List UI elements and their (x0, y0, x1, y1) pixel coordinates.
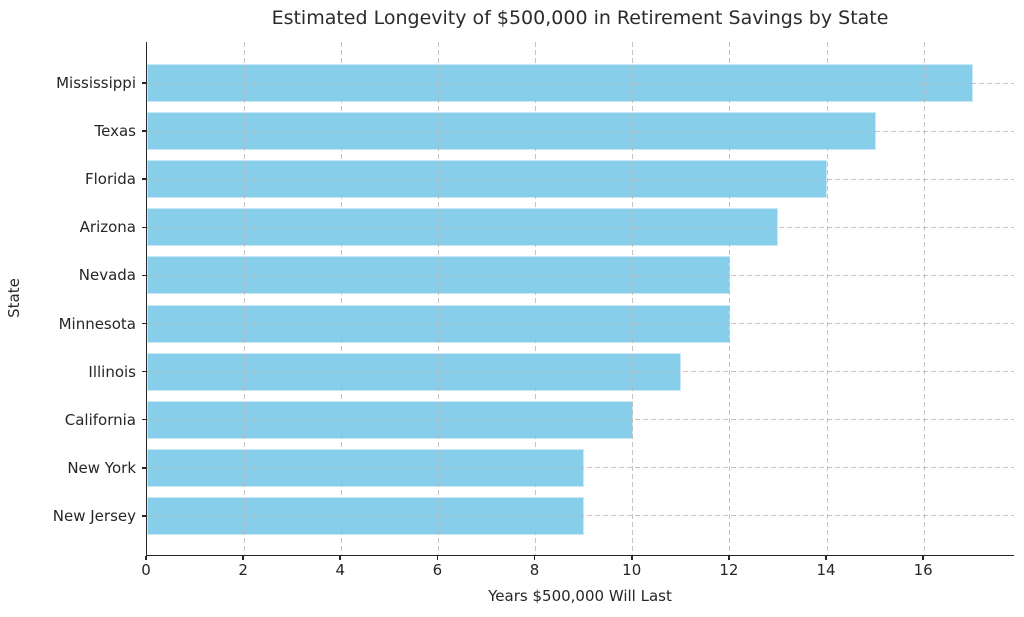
y-tick-label-mississippi: Mississippi (56, 74, 136, 92)
x-tick-mark-2 (242, 556, 244, 560)
x-tick-mark-14 (825, 556, 827, 560)
v-gridline-16 (923, 42, 925, 555)
v-gridline-14 (826, 42, 828, 555)
x-tick-mark-12 (728, 556, 730, 560)
x-tick-label-16: 16 (913, 561, 933, 579)
h-gridline-texas (147, 130, 1014, 132)
x-tick-label-14: 14 (816, 561, 836, 579)
y-tick-label-arizona: Arizona (79, 218, 136, 237)
x-tick-label-10: 10 (622, 561, 642, 579)
y-tick-label-florida: Florida (84, 170, 136, 189)
v-gridline-10 (632, 42, 634, 555)
x-tick-mark-6 (436, 556, 439, 560)
h-gridline-illinois (147, 371, 1014, 373)
y-tick-label-nevada: Nevada (78, 266, 136, 285)
v-gridline-2 (243, 42, 245, 555)
y-tick-label-illinois: Illinois (88, 362, 136, 381)
h-gridline-mississippi (147, 82, 1014, 84)
y-tick-label-minnesota: Minnesota (58, 314, 136, 333)
x-tick-label-6: 6 (432, 561, 443, 579)
y-tick-mark-texas (142, 130, 146, 132)
y-tick-mark-nevada (142, 274, 146, 277)
y-tick-mark-new-york (142, 467, 146, 469)
x-tick-mark-4 (339, 556, 342, 560)
y-tick-mark-new-jersey (142, 515, 146, 517)
v-gridline-8 (535, 42, 537, 555)
y-tick-mark-arizona (142, 226, 146, 229)
x-tick-label-2: 2 (238, 561, 248, 579)
h-gridline-nevada (147, 274, 1014, 276)
x-tick-label-0: 0 (141, 561, 151, 579)
x-tick-mark-8 (533, 556, 536, 560)
h-gridline-california (147, 419, 1014, 421)
x-tick-mark-10 (630, 556, 633, 560)
h-gridline-new-york (147, 467, 1014, 469)
h-gridline-arizona (147, 226, 1014, 228)
y-tick-label-california: California (64, 410, 136, 429)
plot-area (146, 42, 1014, 556)
v-gridline-4 (340, 42, 342, 555)
y-tick-mark-illinois (142, 370, 146, 373)
x-axis-label: Years $500,000 Will Last (488, 587, 672, 605)
x-tick-mark-0 (145, 556, 147, 560)
x-tick-label-12: 12 (719, 561, 739, 579)
y-tick-label-texas: Texas (94, 122, 136, 141)
y-tick-mark-minnesota (142, 322, 146, 325)
x-tick-mark-16 (922, 556, 924, 560)
y-tick-mark-florida (142, 178, 146, 180)
y-tick-mark-california (142, 418, 146, 421)
h-gridline-minnesota (147, 323, 1014, 324)
y-tick-mark-mississippi (142, 82, 146, 84)
x-tick-label-4: 4 (335, 561, 346, 579)
h-gridline-new-jersey (147, 515, 1014, 517)
v-gridline-12 (729, 42, 731, 555)
chart-title: Estimated Longevity of $500,000 in Retir… (271, 7, 889, 29)
v-gridline-6 (437, 42, 439, 555)
h-gridline-florida (147, 178, 1014, 180)
x-tick-label-8: 8 (529, 561, 540, 579)
y-tick-label-new-york: New York (67, 458, 136, 477)
y-tick-label-new-jersey: New Jersey (52, 506, 136, 525)
